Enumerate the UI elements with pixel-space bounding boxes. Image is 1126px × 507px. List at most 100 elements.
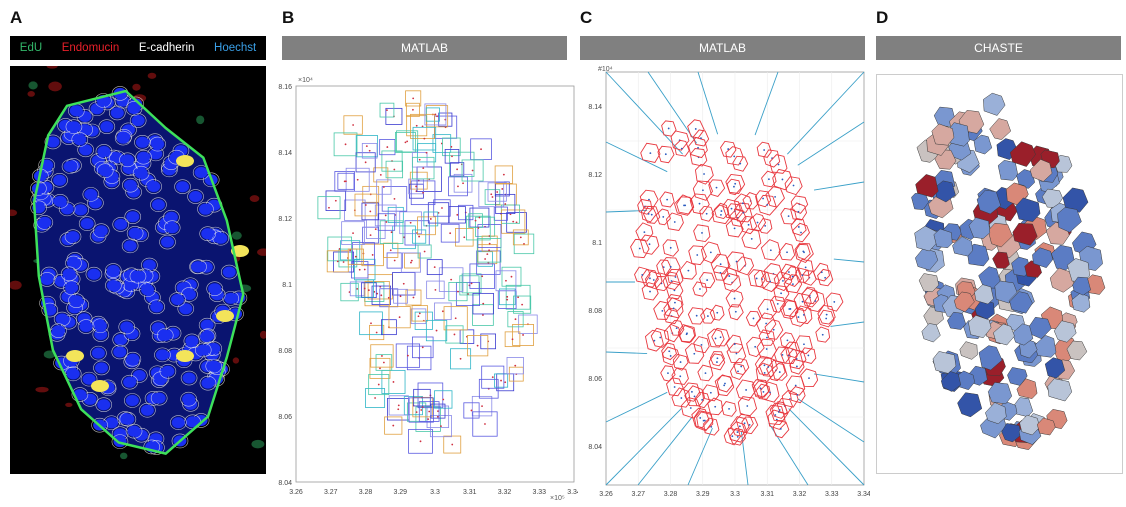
seed-point [808,377,810,380]
nucleus [87,268,101,280]
seed-point [733,155,736,158]
voronoi-cell [644,270,663,290]
simulated-cell [957,392,983,418]
nucleus [69,105,83,117]
centroid-dot [422,167,425,170]
cell-membrane [135,149,152,165]
voronoi-ray [813,373,865,383]
cell-membrane [222,291,240,306]
centroid-dot [450,278,453,281]
nucleus [134,167,148,179]
bounding-box [506,212,527,233]
bounding-box [472,304,494,326]
voronoi-cell [669,319,685,336]
centroid-dot [412,296,415,299]
y-tick-label-b: 8.12 [278,216,292,223]
seed-point [675,327,678,330]
cell-membrane [143,439,161,455]
voronoi-cell [725,218,744,238]
voronoi-cell [703,417,720,436]
voronoi-cell [758,329,776,346]
voronoi-cell [679,260,697,280]
centroid-dot [421,406,424,408]
cell-membrane [58,201,76,217]
cell-membrane [76,109,94,124]
seed-point [733,185,735,188]
seed-point [716,357,719,360]
centroid-dot [514,318,517,321]
centroid-dot [376,292,379,295]
centroid-dot [409,221,412,224]
seed-point [738,425,741,428]
voronoi-cell [795,267,810,283]
centroid-dot [418,235,421,238]
centroid-dot [352,232,354,235]
simulated-cell [1066,340,1088,361]
centroid-dot [382,361,385,364]
voronoi-cell [708,353,726,371]
seed-point [647,212,650,215]
bounding-box [400,252,421,273]
header-b: MATLAB [282,36,567,60]
seed-point [737,370,739,373]
voronoi-cell [663,323,681,343]
centroid-dot [521,303,524,306]
centroid-dot [471,169,474,172]
bounding-box [379,220,404,245]
simulated-cell [1057,207,1082,233]
bounding-box [498,288,516,306]
simulated-cell [1009,141,1036,167]
voronoi-cell [630,238,650,259]
seed-point [648,243,651,246]
centroid-dot [364,204,367,206]
seed-point [667,127,670,130]
cell-membrane [77,319,95,334]
centroid-dot [482,302,485,305]
seed-point [765,348,768,350]
voronoi-cell [800,347,817,364]
nucleus [63,161,77,173]
voronoi-cell [707,328,725,348]
seed-point [767,366,770,368]
bounding-box [417,244,432,259]
voronoi-cell [730,416,750,437]
nucleus [164,211,178,223]
voronoi-cell [789,307,807,327]
centroid-dot [420,409,423,411]
bounding-box [359,311,383,336]
simulated-cell [940,371,962,392]
bounding-box [369,357,391,379]
bounding-box [424,103,447,126]
bounding-box [345,167,370,192]
seed-point [804,266,807,269]
voronoi-cell [661,120,677,137]
seed-point [700,137,702,140]
cell-membrane [129,268,147,284]
seed-point [786,251,788,254]
bounding-box [362,226,379,244]
bounding-box [369,324,385,341]
voronoi-cell [666,377,684,397]
edu-cell [216,310,234,322]
background-cell [231,231,242,240]
panel-letter-d: D [876,8,889,27]
cell-membrane [125,423,143,439]
legend-ecadherin: E-cadherin [138,42,195,54]
bounding-box [481,365,505,389]
bounding-box [450,348,472,370]
stain-legend: EdU Endomucin E-cadherin Hoechst [10,36,266,60]
bounding-box [461,273,482,294]
centroid-dot [389,249,392,252]
bounding-box [325,190,347,211]
cell-membrane [197,201,214,217]
centroid-dot [442,398,445,401]
cell-membrane [51,194,69,209]
centroid-dot [377,383,380,386]
voronoi-cell [801,286,819,305]
nucleus [60,203,74,215]
nucleus [140,404,154,416]
nucleus [208,283,222,295]
seed-point [779,428,782,430]
simulated-cell [987,382,1013,405]
background-cell [147,72,157,79]
